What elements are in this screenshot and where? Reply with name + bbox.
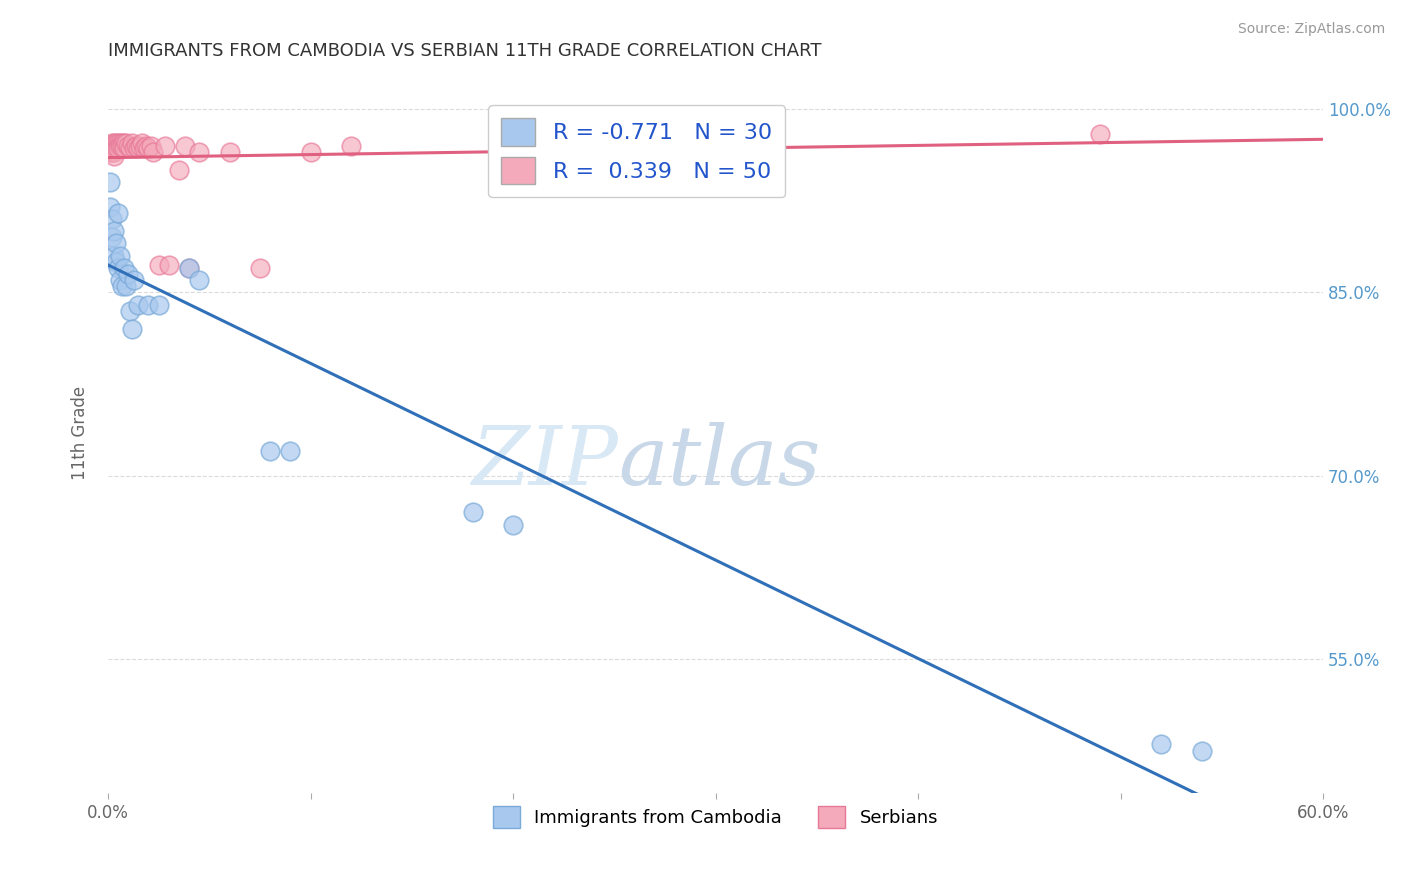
Point (112, 141, 135, 155)
Point (138, 141, 160, 155)
Point (174, 138, 197, 153)
Point (117, 138, 139, 153)
Point (105, 236, 128, 251)
Point (108, 138, 131, 153)
Point (127, 141, 149, 155)
Point (249, 260, 271, 275)
Point (101, 230, 124, 244)
Point (115, 279, 138, 293)
Y-axis label: 11th Grade: 11th Grade (72, 386, 89, 480)
Point (101, 145, 124, 159)
Point (218, 145, 240, 159)
Point (111, 138, 134, 153)
Point (98, 200, 121, 214)
Point (101, 212, 124, 227)
Point (129, 138, 152, 153)
Point (120, 303, 142, 318)
Point (105, 255, 128, 269)
Point (103, 141, 125, 155)
Point (138, 297, 160, 311)
Point (103, 145, 125, 159)
Point (111, 279, 134, 293)
Point (157, 259, 180, 273)
Point (167, 163, 190, 178)
Point (111, 136, 134, 151)
Point (131, 136, 153, 151)
Point (259, 444, 281, 458)
Point (103, 249, 125, 263)
Point (120, 141, 142, 155)
Point (148, 259, 170, 273)
Point (139, 138, 162, 153)
Text: atlas: atlas (619, 422, 821, 501)
Point (98, 145, 121, 159)
Point (108, 136, 131, 151)
Legend: Immigrants from Cambodia, Serbians: Immigrants from Cambodia, Serbians (485, 798, 945, 835)
Point (188, 273, 211, 287)
Text: ZIP: ZIP (471, 422, 619, 501)
Point (98, 141, 121, 155)
Point (124, 141, 146, 155)
Point (461, 505, 484, 519)
Text: IMMIGRANTS FROM CAMBODIA VS SERBIAN 11TH GRADE CORRELATION CHART: IMMIGRANTS FROM CAMBODIA VS SERBIAN 11TH… (108, 42, 821, 60)
Point (1090, 127, 1112, 141)
Point (148, 297, 170, 311)
Point (101, 136, 124, 151)
Point (278, 444, 301, 458)
Point (107, 206, 129, 220)
Point (1150, 738, 1173, 752)
Point (98, 175, 121, 189)
Point (340, 138, 363, 153)
Point (1191, 743, 1213, 757)
Point (103, 148, 125, 162)
Point (134, 141, 156, 155)
Point (112, 136, 135, 151)
Point (108, 249, 131, 263)
Point (108, 273, 131, 287)
Point (112, 260, 135, 275)
Point (117, 267, 139, 281)
Text: Source: ZipAtlas.com: Source: ZipAtlas.com (1237, 22, 1385, 37)
Point (121, 136, 143, 151)
Point (502, 517, 524, 532)
Point (188, 145, 211, 159)
Point (127, 297, 149, 311)
Point (115, 136, 138, 151)
Point (105, 136, 128, 151)
Point (101, 141, 124, 155)
Point (103, 138, 125, 153)
Point (105, 141, 128, 155)
Point (135, 138, 157, 153)
Point (107, 141, 129, 155)
Point (103, 224, 125, 238)
Point (103, 136, 125, 151)
Point (101, 138, 124, 153)
Point (153, 138, 176, 153)
Point (107, 260, 129, 275)
Point (177, 260, 200, 275)
Point (107, 136, 129, 151)
Point (177, 260, 200, 275)
Point (124, 273, 146, 287)
Point (121, 322, 143, 336)
Point (98, 138, 121, 153)
Point (141, 145, 163, 159)
Point (125, 138, 148, 153)
Point (299, 145, 322, 159)
Point (98, 138, 121, 153)
